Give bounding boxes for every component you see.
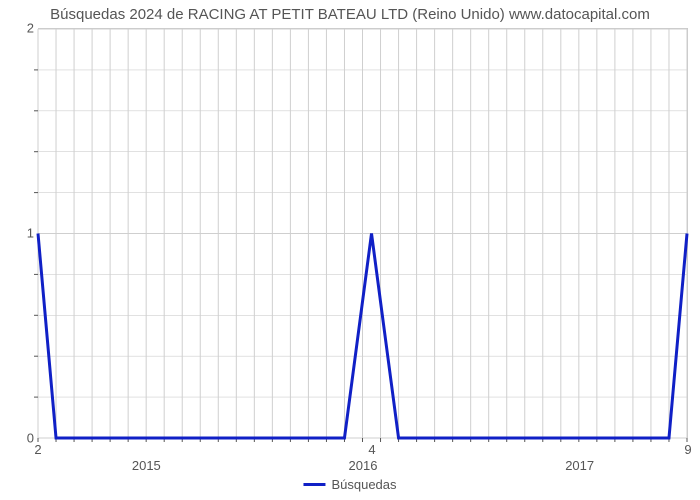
x-year-label: 2016 (349, 458, 378, 473)
x-year-label: 2015 (132, 458, 161, 473)
plot-area (38, 28, 688, 438)
x-value-label: 2 (34, 442, 41, 457)
plot-svg (38, 29, 687, 438)
legend-label: Búsquedas (331, 477, 396, 492)
legend-swatch (303, 483, 325, 486)
legend: Búsquedas (303, 477, 396, 492)
chart-title: Búsquedas 2024 de RACING AT PETIT BATEAU… (0, 0, 700, 23)
y-tick-label: 1 (27, 226, 34, 241)
y-tick-label: 0 (27, 431, 34, 446)
chart-container: Búsquedas 2024 de RACING AT PETIT BATEAU… (0, 0, 700, 500)
x-value-label: 9 (684, 442, 691, 457)
x-year-label: 2017 (565, 458, 594, 473)
y-tick-label: 2 (27, 21, 34, 36)
x-value-label: 4 (368, 442, 375, 457)
